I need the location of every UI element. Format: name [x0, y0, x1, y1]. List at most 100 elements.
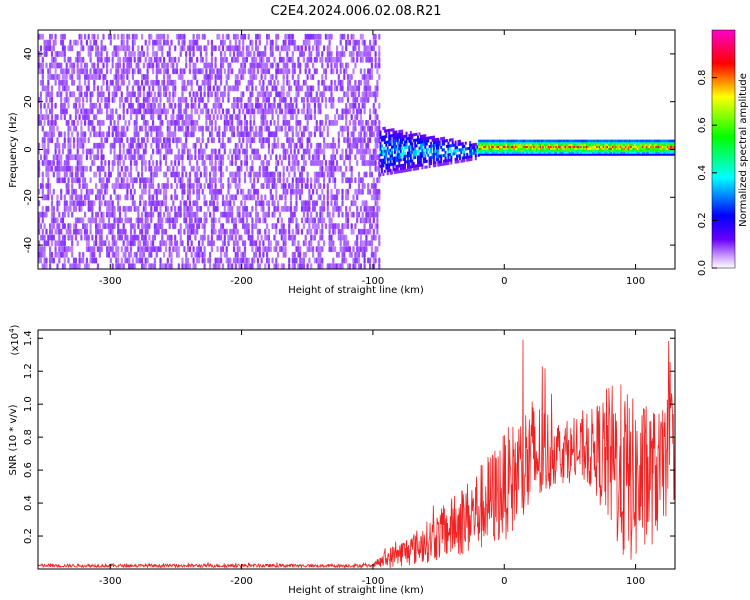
heatmap-cell — [408, 168, 411, 172]
heatmap-cell — [269, 194, 272, 201]
heatmap-cell — [374, 56, 377, 63]
heatmap-cell — [144, 240, 147, 247]
heatmap-cell — [258, 165, 261, 172]
heatmap-cell — [343, 51, 346, 57]
heatmap-cell — [361, 142, 364, 149]
heatmap-cell — [348, 119, 351, 126]
heatmap-cell — [69, 74, 72, 80]
heatmap-cell — [408, 139, 411, 143]
heatmap-cell — [330, 51, 333, 57]
heatmap-cell — [284, 194, 287, 201]
heatmap-cell — [251, 160, 254, 166]
heatmap-cell — [181, 194, 184, 201]
heatmap-cell — [317, 223, 320, 230]
heatmap-cell — [367, 269, 369, 275]
heatmap-cell — [401, 164, 404, 167]
heatmap-cell — [65, 62, 68, 69]
heatmap-cell — [312, 160, 315, 166]
heatmap-cell — [185, 223, 188, 230]
heatmap-cell — [335, 148, 339, 155]
heatmap-cell — [106, 234, 109, 241]
heatmap-cell — [275, 131, 278, 138]
heatmap-cell — [210, 165, 213, 172]
heatmap-cell — [255, 131, 258, 138]
heatmap-cell — [122, 160, 125, 166]
heatmap-cell — [315, 96, 318, 103]
heatmap-cell — [282, 188, 285, 195]
heatmap-cell — [359, 177, 362, 184]
heatmap-cell — [177, 171, 180, 178]
heatmap-cell — [137, 85, 140, 92]
heatmap-cell — [373, 269, 375, 275]
heatmap-cell — [332, 154, 335, 161]
heatmap-cell — [196, 205, 199, 212]
heatmap-cell — [227, 137, 230, 144]
heatmap-cell — [61, 246, 65, 253]
heatmap-cell — [89, 217, 92, 224]
heatmap-cell — [238, 183, 241, 189]
heatmap-cell — [238, 148, 241, 155]
heatmap-cell — [356, 137, 359, 144]
heatmap-cell — [63, 200, 66, 207]
heatmap-cell — [367, 74, 370, 80]
heatmap-cell — [278, 211, 282, 218]
heatmap-cell — [199, 125, 202, 132]
heatmap-cell — [216, 96, 219, 103]
heatmap-cell — [341, 263, 344, 269]
heatmap-cell — [369, 56, 372, 63]
heatmap-cell — [361, 200, 364, 207]
heatmap-cell — [339, 114, 342, 121]
heatmap-cell — [243, 228, 247, 235]
heatmap-cell — [374, 96, 377, 103]
heatmap-cell — [85, 183, 88, 189]
heatmap-cell — [238, 263, 241, 269]
heatmap-cell — [251, 108, 254, 115]
heatmap-cell — [82, 148, 85, 155]
heatmap-cell — [293, 45, 296, 52]
heatmap-cell — [310, 269, 312, 275]
heatmap-cell — [319, 148, 322, 155]
heatmap-cell — [491, 143, 494, 147]
heatmap-cell — [152, 211, 155, 218]
heatmap-cell — [41, 217, 44, 224]
heatmap-cell — [424, 165, 427, 169]
heatmap-cell — [157, 114, 160, 121]
heatmap-cell — [161, 223, 164, 230]
heatmap-cell — [266, 160, 269, 166]
heatmap-cell — [326, 200, 329, 207]
heatmap-cell — [142, 148, 145, 155]
heatmap-cell — [58, 79, 61, 86]
heatmap-cell — [166, 165, 169, 172]
heatmap-cell — [84, 165, 87, 172]
heatmap-cell — [243, 125, 247, 132]
heatmap-cell — [63, 74, 66, 80]
heatmap-cell — [278, 96, 282, 103]
heatmap-cell — [399, 164, 402, 168]
heatmap-cell — [376, 85, 379, 92]
heatmap-cell — [289, 33, 293, 40]
heatmap-cell — [382, 135, 385, 139]
heatmap-cell — [220, 228, 223, 235]
heatmap-cell — [264, 68, 267, 75]
heatmap-cell — [117, 223, 120, 230]
heatmap-cell — [370, 154, 373, 161]
heatmap-cell — [133, 137, 136, 144]
heatmap-cell — [291, 165, 294, 172]
heatmap-cell — [271, 131, 274, 138]
heatmap-cell — [38, 33, 41, 40]
heatmap-cell — [175, 240, 179, 247]
heatmap-cell — [39, 223, 42, 230]
heatmap-cell — [39, 91, 42, 98]
heatmap-cell — [428, 159, 431, 163]
heatmap-cell — [273, 171, 276, 178]
heatmap-cell — [485, 147, 488, 150]
heatmap-cell — [313, 131, 316, 138]
heatmap-cell — [203, 200, 206, 207]
heatmap-cell — [361, 228, 364, 235]
heatmap-cell — [302, 160, 305, 166]
heatmap-cell — [196, 251, 199, 258]
heatmap-cell — [376, 200, 379, 207]
heatmap-cell — [168, 240, 171, 247]
heatmap-cell — [207, 205, 210, 212]
heatmap-cell — [194, 102, 197, 109]
